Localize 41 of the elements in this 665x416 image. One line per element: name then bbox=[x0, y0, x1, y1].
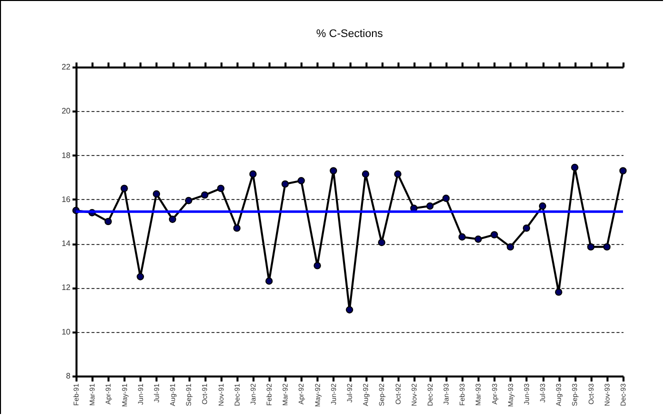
point bbox=[281, 180, 289, 188]
point bbox=[346, 306, 354, 314]
point bbox=[201, 191, 208, 199]
point bbox=[458, 233, 466, 241]
point bbox=[217, 184, 224, 192]
point bbox=[474, 236, 482, 243]
point bbox=[394, 170, 402, 178]
point bbox=[587, 243, 594, 251]
point bbox=[104, 218, 112, 226]
point bbox=[490, 231, 498, 238]
point bbox=[619, 167, 627, 174]
y-tick-label: 12 bbox=[62, 283, 72, 292]
point bbox=[120, 184, 128, 192]
y-tick-label: 20 bbox=[62, 106, 72, 116]
y-tick-label: 10 bbox=[62, 327, 72, 336]
point bbox=[136, 273, 144, 280]
point bbox=[168, 216, 176, 223]
point bbox=[426, 202, 434, 210]
point bbox=[506, 243, 514, 251]
chart-title: % C-Sections bbox=[316, 28, 384, 40]
point bbox=[554, 288, 562, 296]
point bbox=[378, 238, 386, 246]
point bbox=[603, 243, 611, 251]
y-tick-label: 22 bbox=[62, 62, 72, 72]
point bbox=[362, 170, 370, 178]
point bbox=[538, 202, 546, 210]
point bbox=[522, 224, 530, 232]
y-tick-label: 8 bbox=[66, 372, 72, 380]
point bbox=[152, 190, 160, 198]
point bbox=[265, 277, 273, 285]
point bbox=[330, 167, 338, 174]
point bbox=[298, 177, 305, 184]
y-tick-label: 18 bbox=[62, 150, 72, 160]
point bbox=[314, 262, 321, 270]
point bbox=[249, 170, 257, 178]
point bbox=[571, 164, 578, 172]
y-tick-label: 14 bbox=[62, 239, 72, 248]
point bbox=[233, 224, 241, 232]
y-tick-label: 16 bbox=[62, 194, 72, 204]
point bbox=[442, 194, 450, 202]
point bbox=[184, 196, 192, 204]
